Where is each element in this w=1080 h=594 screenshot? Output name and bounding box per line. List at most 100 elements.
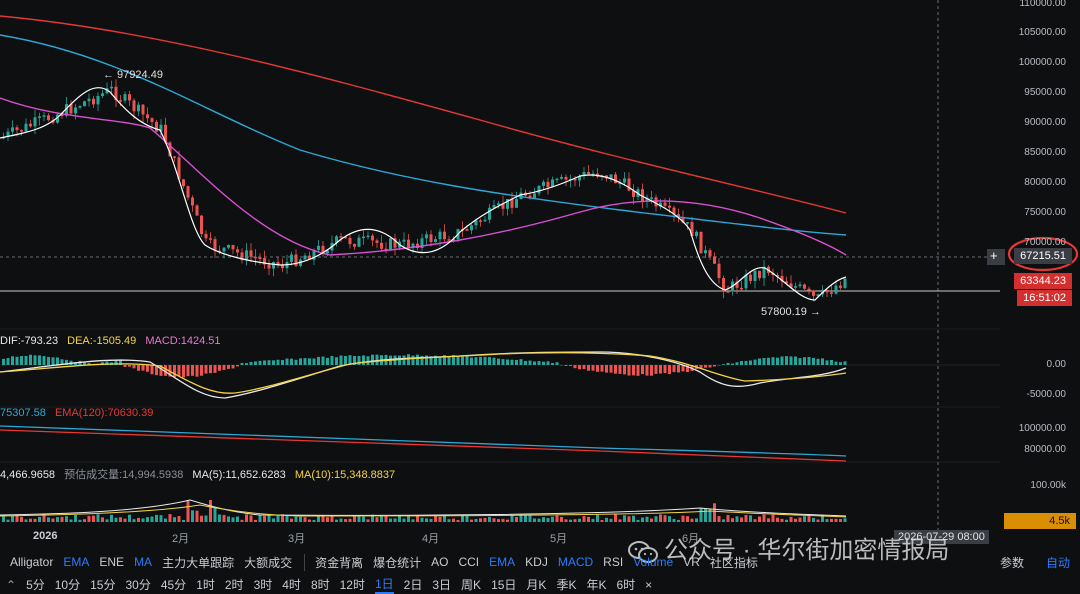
candle-body bbox=[340, 236, 343, 238]
indicator-alligator[interactable]: Alligator bbox=[10, 555, 53, 569]
volume-bar bbox=[133, 519, 136, 522]
timeframe-1d[interactable]: 1日 bbox=[375, 575, 394, 594]
timeframe-10m[interactable]: 10分 bbox=[55, 576, 80, 593]
collapse-icon[interactable]: ⌃ bbox=[6, 578, 16, 592]
timeframe-4h[interactable]: 4时 bbox=[282, 576, 301, 593]
current-price-tag: 67215.51 bbox=[1014, 248, 1072, 264]
candle-body bbox=[839, 286, 842, 288]
macd-bar bbox=[223, 365, 226, 370]
indicator-kdj[interactable]: KDJ bbox=[525, 555, 548, 569]
timeframe-quarter[interactable]: 季K bbox=[556, 576, 576, 593]
macd-tick: 0.00 bbox=[1047, 359, 1066, 370]
timeframe-2h[interactable]: 2时 bbox=[225, 576, 244, 593]
indicator-main-order[interactable]: 主力大单跟踪 bbox=[162, 554, 234, 571]
candle-body bbox=[713, 256, 716, 263]
volume-bar bbox=[187, 501, 190, 522]
volume-bar bbox=[470, 520, 473, 522]
candle-body bbox=[214, 239, 217, 250]
macd-bar bbox=[596, 365, 599, 372]
low-annotation: 57800.19 → bbox=[761, 306, 821, 318]
indicator-community[interactable]: 社区指标 bbox=[710, 554, 758, 571]
volume-bar bbox=[484, 518, 487, 522]
volume-bar bbox=[34, 519, 37, 522]
macd-bar bbox=[182, 365, 185, 377]
timeframe-3d[interactable]: 3日 bbox=[432, 576, 451, 593]
candle-body bbox=[43, 115, 46, 117]
timeframe-15m[interactable]: 15分 bbox=[90, 576, 115, 593]
candle-body bbox=[623, 178, 626, 182]
plus-icon[interactable]: + bbox=[990, 248, 998, 263]
timeframe-6h[interactable]: 6时 bbox=[616, 576, 635, 593]
macd-bar bbox=[187, 365, 190, 376]
volume-bar bbox=[416, 515, 419, 522]
volume-bar bbox=[209, 500, 212, 522]
candle-body bbox=[133, 100, 136, 111]
macd-bar bbox=[151, 365, 154, 374]
timeframe-15d[interactable]: 15日 bbox=[491, 576, 516, 593]
indicator-volume[interactable]: Volume bbox=[633, 555, 673, 569]
macd-bar bbox=[56, 357, 59, 365]
indicator-ene[interactable]: ENE bbox=[99, 555, 124, 569]
indicator-macd[interactable]: MACD bbox=[558, 555, 593, 569]
indicator-ao[interactable]: AO bbox=[431, 555, 448, 569]
ma-blue-line bbox=[0, 35, 846, 235]
timeframe-1h[interactable]: 1时 bbox=[196, 576, 215, 593]
indicator-cci[interactable]: CCI bbox=[458, 555, 479, 569]
close-icon[interactable]: × bbox=[645, 578, 652, 592]
macd-bar bbox=[286, 359, 289, 365]
macd-bar bbox=[272, 360, 275, 365]
volume-bar bbox=[128, 515, 131, 522]
volume-bar bbox=[610, 519, 613, 522]
indicator-ema[interactable]: EMA bbox=[63, 555, 89, 569]
indicator-liquidation[interactable]: 爆仓统计 bbox=[373, 554, 421, 571]
indicator-large-trades[interactable]: 大额成交 bbox=[244, 554, 292, 571]
candle-body bbox=[155, 122, 158, 132]
timeframe-toolbar[interactable]: ⌃ 5分 10分 15分 30分 45分 1时 2时 3时 4时 8时 12时 … bbox=[0, 576, 1080, 593]
candle-body bbox=[515, 199, 518, 208]
timeframe-12h[interactable]: 12时 bbox=[340, 576, 365, 593]
indicator-vr[interactable]: VR bbox=[683, 555, 700, 569]
indicator-ema-sub[interactable]: EMA bbox=[489, 555, 515, 569]
timeframe-5m[interactable]: 5分 bbox=[26, 576, 45, 593]
volume-bar bbox=[196, 511, 199, 522]
volume-bar bbox=[173, 517, 176, 522]
candle-body bbox=[79, 106, 82, 108]
indicator-fund-divergence[interactable]: 资金背离 bbox=[304, 554, 363, 571]
timeframe-1w[interactable]: 周K bbox=[461, 576, 481, 593]
auto-button[interactable]: 自动 bbox=[1046, 554, 1070, 571]
candle-body bbox=[34, 117, 37, 126]
candle-body bbox=[74, 107, 77, 113]
timeframe-30m[interactable]: 30分 bbox=[125, 576, 150, 593]
timeframe-1mo[interactable]: 月K bbox=[526, 576, 546, 593]
macd-bar bbox=[524, 361, 527, 365]
indicator-toolbar[interactable]: Alligator EMA ENE MA 主力大单跟踪 大额成交 资金背离 爆仓… bbox=[0, 552, 1080, 572]
macd-bar bbox=[133, 365, 136, 368]
macd-bar bbox=[583, 365, 586, 369]
volume-tick: 100.00k bbox=[1030, 480, 1066, 491]
timeframe-45m[interactable]: 45分 bbox=[161, 576, 186, 593]
macd-bar bbox=[295, 360, 298, 365]
macd-bar bbox=[506, 359, 509, 365]
volume-bar bbox=[376, 517, 379, 522]
macd-bar bbox=[412, 356, 415, 365]
volume-bar bbox=[385, 515, 388, 522]
volume-bar bbox=[803, 516, 806, 522]
timeframe-8h[interactable]: 8时 bbox=[311, 576, 330, 593]
macd-bar bbox=[304, 358, 307, 365]
timeframe-2d[interactable]: 2日 bbox=[404, 576, 423, 593]
timeframe-year[interactable]: 年K bbox=[586, 576, 606, 593]
volume-bar bbox=[457, 520, 460, 522]
volume-bar bbox=[61, 517, 64, 522]
indicator-rsi[interactable]: RSI bbox=[603, 555, 623, 569]
macd-bar bbox=[614, 365, 617, 374]
volume-bar bbox=[785, 520, 788, 522]
indicator-ma[interactable]: MA bbox=[134, 555, 152, 569]
params-button[interactable]: 参数 bbox=[1000, 554, 1024, 571]
macd-bar bbox=[299, 358, 302, 365]
macd-dea: DEA:-1505.49 bbox=[67, 335, 136, 347]
timeframe-3h[interactable]: 3时 bbox=[254, 576, 273, 593]
macd-bar bbox=[574, 365, 577, 368]
volume-bar bbox=[790, 517, 793, 522]
volume-bar bbox=[326, 517, 329, 522]
